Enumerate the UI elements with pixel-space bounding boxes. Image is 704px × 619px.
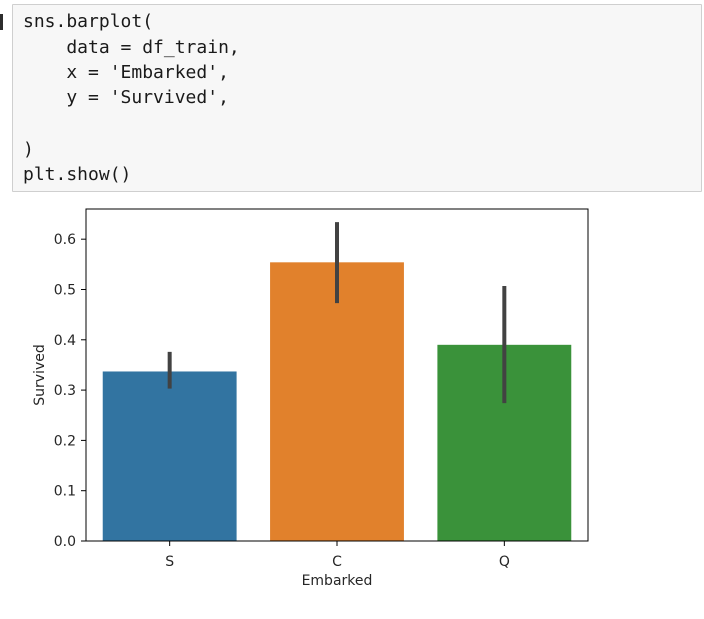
- y-tick-label: 0.6: [54, 232, 76, 248]
- y-axis-label: Survived: [32, 344, 48, 405]
- y-tick-label: 0.3: [54, 383, 76, 399]
- y-tick-label: 0.5: [54, 282, 76, 298]
- code-line: x = 'Embarked',: [23, 62, 229, 83]
- y-tick-label: 0.1: [54, 484, 76, 500]
- code-line: plt.show(): [23, 164, 132, 185]
- bar-s: [102, 371, 237, 541]
- y-axis: 0.0 0.1 0.2 0.3 0.4 0.5 0.6: [54, 232, 86, 550]
- code-line: ): [23, 139, 34, 160]
- x-tick-label: S: [165, 554, 174, 570]
- code-line: y = 'Survived',: [23, 87, 229, 108]
- cell-selection-marker: [0, 14, 3, 30]
- bar-chart: 0.0 0.1 0.2 0.3 0.4 0.5 0.6 S C Q Embarked Survi…: [32, 208, 589, 589]
- bars-layer: [102, 262, 572, 541]
- y-tick-label: 0.4: [54, 333, 76, 349]
- y-tick-label: 0.0: [54, 534, 76, 550]
- code-line: data = df_train,: [23, 37, 240, 58]
- errorbars-layer: [167, 222, 507, 404]
- output-area: 0.0 0.1 0.2 0.3 0.4 0.5 0.6 S C Q Embarked Survi…: [0, 196, 704, 615]
- y-tick-label: 0.2: [54, 433, 76, 449]
- x-tick-label: C: [332, 554, 342, 570]
- x-tick-label: Q: [499, 554, 510, 570]
- code-line: sns.barplot(: [23, 11, 154, 32]
- code-cell[interactable]: sns.barplot( data = df_train, x = 'Embar…: [12, 4, 702, 192]
- x-axis-label: Embarked: [302, 573, 373, 589]
- bar-c: [270, 262, 404, 541]
